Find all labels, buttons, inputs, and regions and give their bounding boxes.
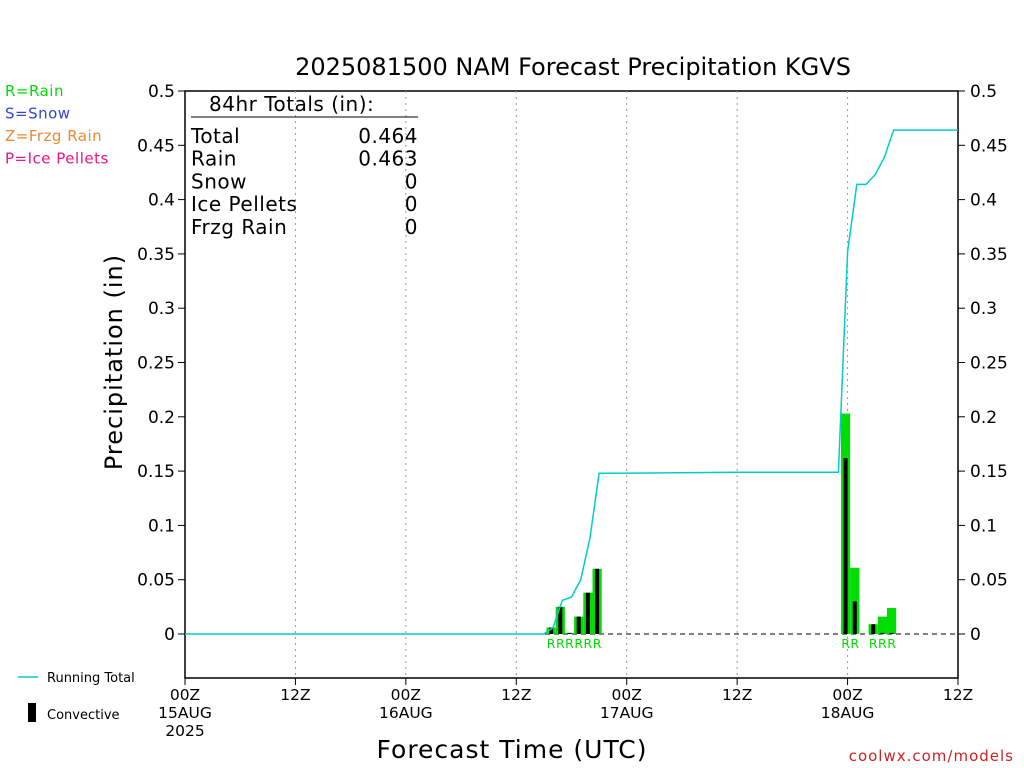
convective-bar-0 (549, 627, 554, 634)
y-tick-label-right-9: 0.05 (970, 571, 1008, 591)
x-tick-label-1-0: 12Z (280, 686, 310, 704)
x-tick-label-0-1: 15AUG (158, 704, 212, 722)
totals-row-value-4: 0 (405, 215, 418, 239)
convective-bar-10 (889, 632, 894, 634)
grid-lines (294, 91, 849, 678)
x-tick-label-6-0: 00Z (832, 686, 862, 704)
y-tick-label-right-6: 0.2 (970, 408, 997, 428)
totals-header: 84hr Totals (in): (209, 92, 374, 116)
totals-row-label-0: Total (190, 124, 240, 148)
running-total-line (185, 129, 958, 635)
precip-bar-10 (886, 607, 897, 634)
credit-text: coolwx.com/models (849, 747, 1014, 765)
plot-frame (184, 90, 959, 679)
totals-row-label-3: Ice Pellets (191, 192, 297, 216)
convective-bar-1 (558, 606, 563, 634)
y-tick-label-left-6: 0.2 (148, 408, 175, 428)
y-axis-label: Precipitation (in) (100, 254, 128, 470)
totals-box: 84hr Totals (in): Total 0.464 Rain 0.463 Sno… (190, 92, 418, 239)
legend-type-0: R=Rain (5, 82, 64, 100)
y-tick-label-right-2: 0.4 (970, 191, 997, 211)
type-label-8: R (869, 636, 878, 651)
precip-bars (546, 413, 897, 634)
totals-row-label-1: Rain (191, 147, 237, 171)
y-tick-label-right-8: 0.1 (970, 516, 997, 536)
x-tick-label-2-0: 00Z (391, 686, 421, 704)
totals-row-value-2: 0 (405, 169, 418, 193)
x-tick-label-6-1: 18AUG (821, 704, 875, 722)
legend-type-3: P=Ice Pellets (5, 150, 109, 168)
x-tick-label-3-0: 12Z (501, 686, 531, 704)
convective-bar-3 (576, 616, 581, 634)
y-tick-label-left-7: 0.15 (137, 462, 175, 482)
y-tick-label-left-9: 0.05 (137, 571, 175, 591)
type-label-3: R (574, 636, 583, 651)
x-tick-label-0-2: 2025 (165, 722, 204, 740)
y-tick-label-right-5: 0.25 (970, 354, 1008, 374)
type-label-6: R (841, 636, 850, 651)
convective-bar-2 (567, 632, 572, 634)
y-tick-label-left-4: 0.3 (148, 299, 175, 319)
precip-bar-7 (850, 567, 860, 634)
y-tick-label-left-5: 0.25 (137, 354, 175, 374)
x-tick-label-4-0: 00Z (612, 686, 642, 704)
running-total-legend: Running Total (18, 671, 135, 686)
y-tick-label-right-1: 0.45 (970, 136, 1008, 156)
precip-type-legend: R=Rain S=Snow Z=Frzg Rain P=Ice Pellets (5, 82, 109, 168)
y-tick-label-left-2: 0.4 (148, 191, 175, 211)
convective-bar-8 (871, 624, 876, 634)
type-label-9: R (878, 636, 887, 651)
type-label-2: R (565, 636, 574, 651)
totals-row-label-4: Frzg Rain (191, 215, 287, 239)
convective-bar-9 (880, 632, 885, 634)
convective-bar-7 (852, 601, 857, 634)
type-label-10: R (887, 636, 896, 651)
x-tick-label-2-1: 16AUG (379, 704, 433, 722)
y-axis-ticks: 0.5 0.5 0.45 0.45 0.4 0.4 0.35 0.35 0.3 0.3 0.25 0.… (137, 82, 1008, 645)
x-tick-label-5-0: 12Z (722, 686, 752, 704)
y-tick-label-right-7: 0.15 (970, 462, 1008, 482)
y-tick-label-right-10: 0 (970, 625, 981, 645)
type-label-0: R (547, 636, 556, 651)
precip-bar-9 (877, 616, 887, 634)
totals-row-value-0: 0.464 (358, 124, 418, 148)
convective-bar-6 (843, 458, 848, 634)
y-tick-label-right-4: 0.3 (970, 299, 997, 319)
x-tick-label-7-0: 12Z (943, 686, 973, 704)
y-tick-label-left-8: 0.1 (148, 516, 175, 536)
y-tick-label-left-0: 0.5 (148, 82, 175, 102)
type-label-7: R (850, 636, 859, 651)
convective-legend-label: Convective (47, 708, 120, 723)
convective-legend: Convective (28, 703, 120, 723)
legend-type-2: Z=Frzg Rain (5, 127, 102, 145)
x-axis-label: Forecast Time (UTC) (377, 735, 648, 764)
x-tick-label-4-1: 17AUG (600, 704, 654, 722)
convective-legend-swatch (28, 703, 36, 722)
type-label-4: R (584, 636, 593, 651)
y-tick-label-left-1: 0.45 (137, 136, 175, 156)
totals-row-label-2: Snow (191, 169, 247, 193)
y-tick-label-right-3: 0.35 (970, 245, 1008, 265)
y-tick-label-left-10: 0 (164, 625, 175, 645)
x-tick-label-0-0: 00Z (170, 686, 200, 704)
chart-title: 2025081500 NAM Forecast Precipitation KG… (295, 53, 851, 81)
type-label-5: R (593, 636, 602, 651)
totals-row-value-1: 0.463 (358, 147, 418, 171)
type-label-1: R (556, 636, 565, 651)
convective-bar-4 (585, 592, 590, 634)
y-tick-label-right-0: 0.5 (970, 82, 997, 102)
totals-row-value-3: 0 (405, 192, 418, 216)
convective-bar-5 (595, 568, 600, 634)
legend-type-1: S=Snow (5, 105, 71, 123)
running-total-legend-label: Running Total (47, 671, 135, 686)
y-tick-label-left-3: 0.35 (137, 245, 175, 265)
